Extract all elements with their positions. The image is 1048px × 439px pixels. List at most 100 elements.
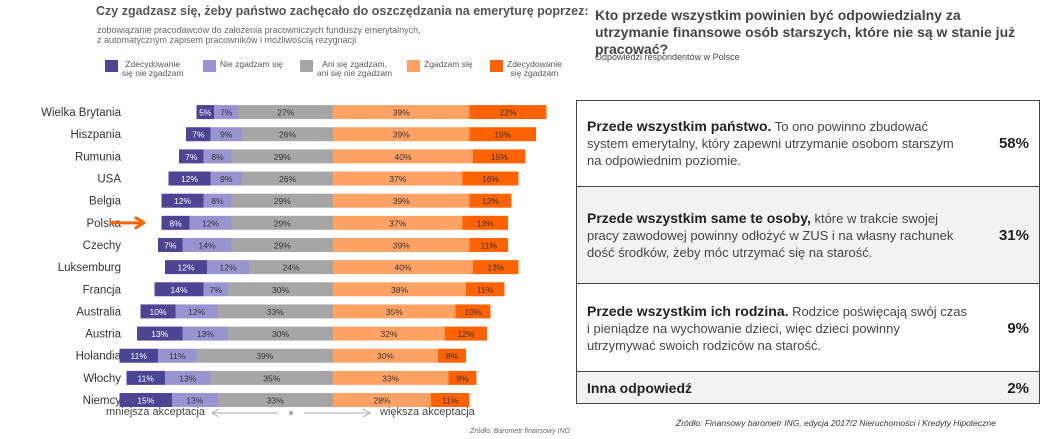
bar-segment-neutral	[228, 282, 333, 297]
data-label: 38%	[391, 285, 408, 295]
data-label: 14%	[198, 240, 215, 250]
category-label: Belgia	[89, 196, 122, 208]
less-acceptance-label: mniejsza akceptacja	[106, 406, 206, 418]
data-label: 39%	[393, 130, 410, 140]
chart-source: Źródło: Barometr finansowy ING	[470, 428, 570, 435]
answer-percent: 58%	[998, 135, 1029, 152]
data-label: 7%	[185, 152, 198, 162]
data-label: 22%	[499, 108, 516, 118]
bar-segment-strongly_agree	[438, 348, 466, 363]
legend-label: Nie zgadzam się	[220, 59, 283, 69]
chart-subtitle-line-1: zobowiązanie pracodawców do założenia pr…	[97, 25, 421, 35]
bar-segment-strongly_agree	[469, 127, 536, 142]
bar-segment-neutral	[217, 304, 333, 319]
data-label: 30%	[272, 329, 289, 339]
bar-segment-agree	[333, 127, 470, 142]
data-label: 12%	[482, 196, 499, 206]
bar-segment-strongly_disagree	[168, 171, 211, 186]
legend-item-agree: Zgadzam się	[407, 60, 473, 72]
category-label: Francja	[83, 284, 122, 296]
data-label: 11%	[131, 351, 148, 361]
bar-segment-strongly_agree	[455, 304, 491, 319]
category-label: Wielka Brytania	[41, 107, 121, 119]
data-label: 12%	[202, 218, 219, 228]
answer-row-self: Przede wszystkim same te osoby, które w …	[577, 188, 1039, 284]
data-label: 24%	[282, 263, 299, 273]
bar-segment-strongly_agree	[469, 105, 547, 120]
data-label: 12%	[174, 196, 191, 206]
data-label: 15%	[137, 396, 154, 406]
category-label: Holandia	[76, 351, 122, 363]
data-label: 8%	[456, 373, 469, 383]
data-label: 29%	[274, 152, 291, 162]
bar-segment-disagree	[203, 193, 232, 208]
data-label: 10%	[149, 307, 166, 317]
survey-source: Źródło: Finansowy barometr ING, edycja 2…	[676, 418, 996, 428]
answers-panel: Przede wszystkim państwo. To ono powinno…	[576, 100, 1040, 404]
answer-text: Inna odpowiedź	[587, 379, 692, 396]
data-label: 12%	[457, 329, 474, 339]
chart-subtitle-line-2: z automatycznym zapisem pracowników i mo…	[97, 35, 357, 45]
answer-percent: 31%	[998, 227, 1029, 244]
answer-percent: 9%	[1007, 319, 1029, 337]
data-label: 11%	[169, 351, 186, 361]
legend-label: Zgadzam się	[424, 59, 473, 69]
data-label: 13%	[186, 396, 203, 406]
bar-segment-disagree	[203, 149, 232, 164]
data-label: 39%	[393, 240, 410, 250]
data-label: 26%	[279, 174, 296, 184]
bar-segment-neutral	[249, 260, 333, 275]
data-label: 8%	[446, 351, 459, 361]
data-label: 8%	[169, 218, 182, 228]
bar-segment-neutral	[242, 127, 333, 142]
data-label: 12%	[188, 307, 205, 317]
bar-segment-disagree	[207, 260, 249, 275]
bar-segment-strongly_disagree	[196, 105, 214, 120]
legend-label: Zdecydowanie się zgadzam	[507, 59, 562, 78]
data-label: 39%	[393, 108, 410, 118]
bar-segment-agree	[333, 105, 470, 120]
bar-segment-neutral	[210, 370, 333, 385]
bar-segment-agree	[333, 326, 445, 341]
data-label: 7%	[220, 108, 233, 118]
bar-segment-disagree	[189, 215, 232, 230]
data-label: 15%	[491, 152, 508, 162]
more-acceptance-label: większa akceptacja	[380, 406, 475, 418]
bar-segment-neutral	[217, 393, 333, 408]
data-label: 30%	[377, 351, 394, 361]
bar-segment-neutral	[238, 105, 333, 120]
bar-segment-strongly_disagree	[119, 348, 158, 363]
data-label: 7%	[192, 130, 205, 140]
data-label: 11%	[442, 396, 459, 406]
bar-segment-strongly_agree	[445, 326, 487, 341]
category-label: Hiszpania	[71, 129, 122, 141]
bar-segment-strongly_agree	[462, 215, 508, 230]
bar-segment-strongly_disagree	[179, 149, 204, 164]
legend-swatch	[300, 60, 313, 72]
bar-segment-strongly_disagree	[161, 215, 190, 230]
bar-segment-strongly_agree	[473, 260, 519, 275]
bar-segment-neutral	[242, 171, 333, 186]
legend-item-neutral: Ani się zgadzam, ani się nie zgadzam	[300, 60, 392, 78]
bar-segment-neutral	[231, 149, 333, 164]
data-label: 27%	[277, 108, 294, 118]
data-label: 9%	[220, 174, 233, 184]
category-label: USA	[97, 174, 121, 186]
answer-text: Przede wszystkim państwo. To ono powinno…	[587, 118, 954, 168]
data-label: 40%	[394, 263, 411, 273]
bar-segment-agree	[333, 393, 431, 408]
data-label: 13%	[197, 329, 214, 339]
data-label: 29%	[274, 218, 291, 228]
data-label: 29%	[274, 196, 291, 206]
legend-item-strongly-disagree: Zdecydowanie się nie zgadzam	[105, 60, 183, 78]
category-label: Polska	[86, 218, 121, 230]
legend-item-strongly-agree: Zdecydowanie się zgadzam	[490, 60, 562, 78]
data-label: 11%	[477, 285, 494, 295]
data-label: 7%	[164, 240, 177, 250]
category-label: Niemcy	[83, 395, 122, 407]
bar-segment-agree	[333, 370, 449, 385]
bar-segment-disagree	[172, 393, 218, 408]
bar-segment-neutral	[228, 326, 333, 341]
highlight-arrow-icon	[109, 216, 146, 230]
data-label: 14%	[170, 285, 187, 295]
